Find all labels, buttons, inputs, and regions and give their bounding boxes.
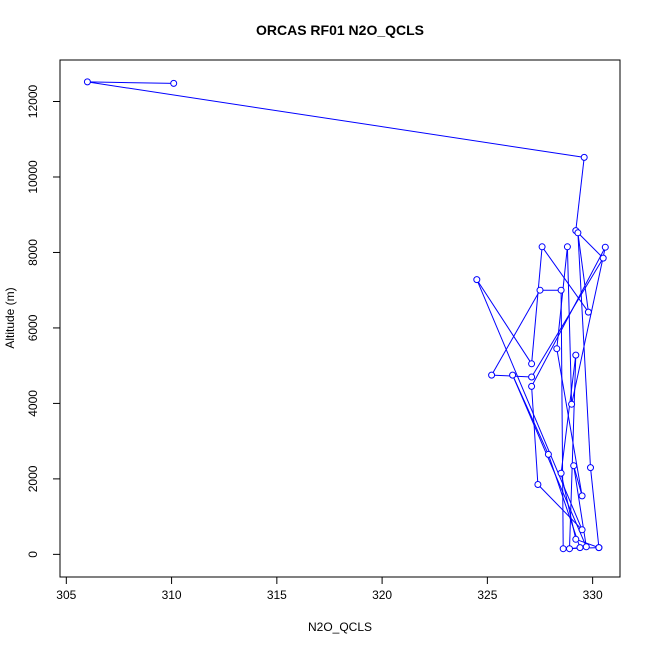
series-segment [531, 257, 604, 378]
data-point [572, 351, 580, 359]
data-point [576, 544, 584, 552]
y-tick-label: 6000 [26, 314, 40, 341]
data-point [580, 153, 588, 161]
data-point [538, 243, 546, 251]
x-tick-label: 305 [56, 588, 76, 602]
x-axis-label: N2O_QCLS [308, 620, 372, 634]
data-point [595, 544, 603, 552]
series-segment [566, 246, 573, 405]
data-point [534, 481, 542, 488]
series-segment [512, 374, 549, 455]
data-point [509, 371, 517, 379]
series-segment [87, 81, 174, 84]
series-segment [556, 246, 568, 349]
x-tick-label: 310 [162, 588, 182, 602]
data-point [601, 243, 609, 251]
data-point [568, 400, 576, 408]
series-segment [575, 157, 585, 231]
y-tick-label: 10000 [26, 160, 40, 194]
data-point [473, 276, 481, 284]
series-segment [541, 246, 589, 313]
data-point [544, 450, 552, 458]
series-segment [560, 355, 577, 474]
data-point [566, 545, 573, 553]
data-point [536, 286, 544, 294]
data-point [553, 345, 561, 353]
series-segment [476, 279, 533, 365]
data-point [557, 286, 565, 294]
series-segment [556, 348, 583, 496]
series-segment [547, 454, 581, 548]
series-segment [491, 289, 541, 376]
data-point [557, 469, 565, 477]
data-point [488, 371, 496, 379]
data-point [582, 543, 590, 551]
x-tick-label: 325 [477, 588, 497, 602]
data-point [170, 79, 178, 87]
data-point [572, 535, 580, 543]
data-point [528, 382, 536, 390]
series-layer [83, 78, 609, 553]
series-segment [575, 538, 600, 549]
chart-title: ORCAS RF01 N2O_QCLS [256, 22, 424, 38]
data-point [578, 492, 586, 500]
x-tick-label: 315 [267, 588, 287, 602]
y-tick-label: 2000 [26, 465, 40, 492]
x-tick-label: 320 [372, 588, 392, 602]
x-axis: 305 310 315 320 325 330 [56, 576, 603, 602]
data-point [574, 229, 582, 237]
series-segment [531, 386, 539, 485]
data-point [570, 462, 578, 470]
data-point [528, 360, 536, 368]
y-tick-label: 4000 [26, 390, 40, 417]
series-segment [512, 374, 587, 547]
series-segment [571, 247, 606, 405]
series-segment [577, 232, 591, 468]
data-point [528, 373, 536, 381]
x-tick-label: 330 [583, 588, 603, 602]
series-segment [537, 484, 583, 531]
y-tick-label: 12000 [26, 85, 40, 119]
y-axis-label: Altitude (m) [3, 287, 17, 348]
series-segment [590, 467, 600, 548]
y-tick-label: 8000 [26, 239, 40, 266]
series-segment [573, 465, 587, 547]
series-segment [87, 81, 585, 158]
data-point [599, 254, 607, 262]
data-point [559, 545, 567, 553]
y-tick-label: 0 [26, 551, 40, 558]
series-segment [560, 473, 577, 540]
series-segment [531, 246, 606, 387]
series-segment [560, 290, 564, 549]
series-segment [573, 465, 583, 497]
data-point [587, 464, 594, 472]
series-segment [577, 232, 589, 313]
data-point [563, 243, 571, 251]
series-segment [531, 246, 543, 364]
data-point [83, 78, 91, 86]
data-point [578, 526, 586, 534]
y-axis: 0 2000 4000 6000 8000 10000 12000 [26, 85, 61, 558]
data-point [584, 308, 592, 316]
